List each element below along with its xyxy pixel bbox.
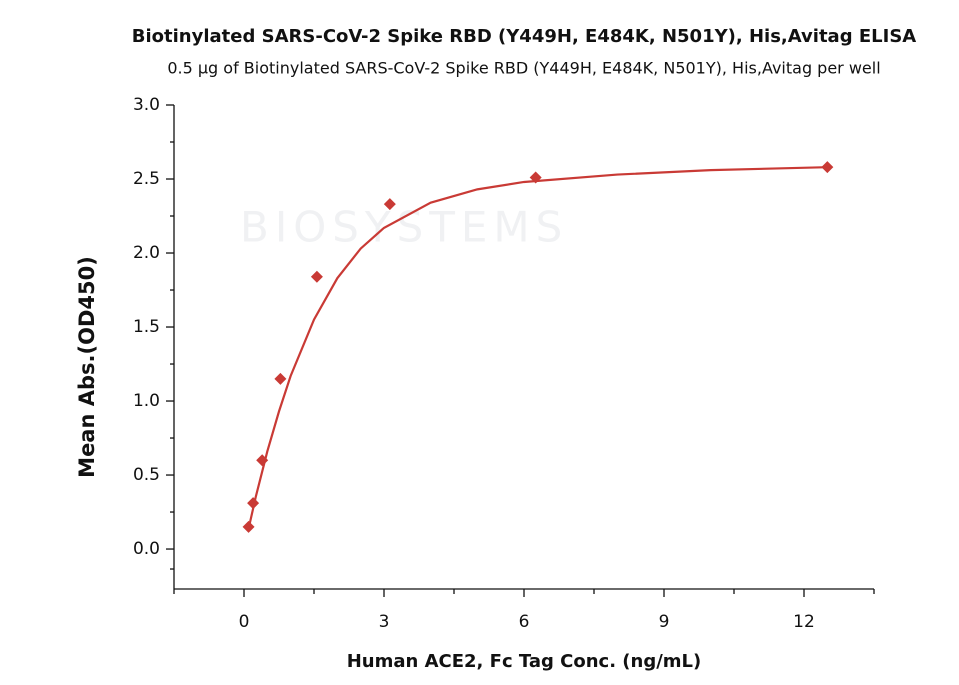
y-tick-label: 0.5 (133, 465, 160, 485)
y-tick-label: 1.5 (133, 317, 160, 337)
data-point (247, 497, 260, 510)
data-point (529, 171, 542, 184)
x-tick-label: 3 (379, 612, 390, 632)
watermark: BIOSYSTEMS (240, 203, 568, 252)
y-axis-label: Mean Abs.(OD450) (75, 256, 99, 478)
fit-curve (247, 166, 828, 529)
data-point (310, 270, 323, 283)
y-tick-label: 1.0 (133, 391, 160, 411)
data-point (242, 520, 255, 533)
y-tick-label: 2.5 (133, 169, 160, 189)
x-tick-label: 12 (793, 612, 815, 632)
data-point (256, 454, 269, 467)
y-tick-label: 0.0 (133, 539, 160, 559)
x-axis-label: Human ACE2, Fc Tag Conc. (ng/mL) (347, 651, 702, 672)
x-tick-label: 6 (519, 612, 530, 632)
y-tick-label: 3.0 (133, 95, 160, 115)
data-point (274, 372, 287, 385)
data-point (821, 161, 834, 174)
data-point (383, 198, 396, 211)
y-tick-label: 2.0 (133, 243, 160, 263)
chart-title: Biotinylated SARS-CoV-2 Spike RBD (Y449H… (132, 26, 917, 47)
x-tick-label: 0 (239, 612, 250, 632)
chart-subtitle: 0.5 μg of Biotinylated SARS-CoV-2 Spike … (167, 59, 880, 78)
x-tick-label: 9 (659, 612, 670, 632)
